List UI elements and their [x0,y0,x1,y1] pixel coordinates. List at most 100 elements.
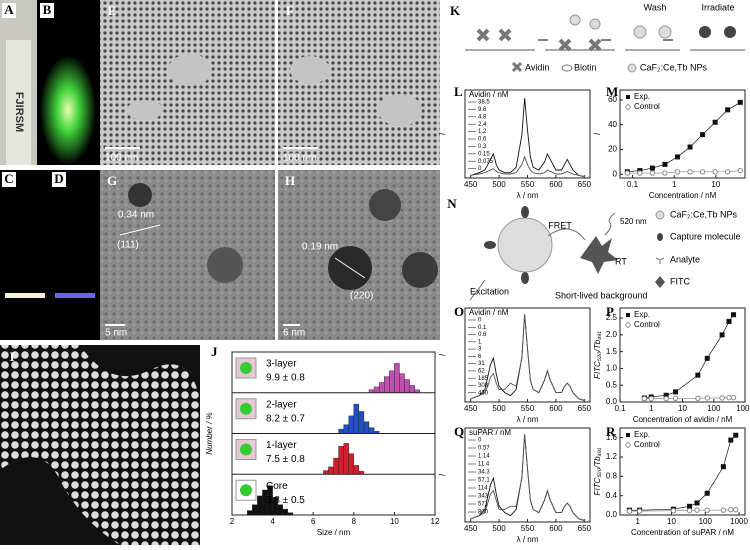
legend-text: CaF₂:Ce,Tb NPs [640,62,708,72]
point [636,508,643,514]
hist-bar [368,427,375,434]
capture [521,206,529,218]
legend-text: 0.075 [478,159,494,165]
y-axis-label: I [438,473,447,476]
x-axis-label: λ / nm [517,415,539,424]
x-tick-label: 4 [270,517,275,526]
legend-icon [657,233,663,241]
glow [40,55,96,165]
legend-text: 0.3 [478,144,487,150]
point [674,169,681,175]
schematic [465,39,745,51]
row-size: 7.5 ± 0.8 [266,454,305,465]
hist-bar [399,373,405,393]
icon [240,402,252,415]
legend-text: Control [634,320,660,329]
x-axis-label: Concentration / nM [649,191,717,200]
y-tick-label: 2.5 [606,313,618,322]
legend-marker [625,104,631,110]
panel-label: I [9,349,14,364]
panel-label: H [285,173,295,188]
panel-label: L [454,84,463,99]
fret-label: FRET [548,220,572,230]
point [649,165,655,171]
row-name: 2-layer [266,399,297,410]
particle [207,247,243,283]
hist-bar [348,453,355,475]
panel-label: A [4,2,14,17]
point [704,355,710,361]
series-line [470,97,585,178]
cuvette [6,40,31,165]
hist-bar [338,428,344,434]
y-tick-label: 1.0 [606,364,618,373]
blob [127,100,163,120]
legend-text: 343 [478,494,489,500]
x-tick-label: 1000 [736,404,750,413]
arrow [547,228,586,241]
legend-text: 0 [478,166,482,172]
legend-text: 800 [478,510,489,516]
y-tick-label: 0.0 [606,510,618,519]
row-name: Core [266,481,288,492]
legend-text: 2.4 [478,122,487,128]
photo-text: FJIRSM [13,92,25,132]
y-tick-label: 1.2 [606,452,618,461]
legend-title: suPAR / nM [469,428,511,437]
point [695,395,701,402]
panel-label: C [4,171,13,186]
photo [0,170,50,340]
hist-bar [373,386,380,393]
x-tick-label: 650 [578,524,592,533]
series-line [470,155,585,178]
point [694,500,700,506]
panel-label: O [454,304,464,319]
point [726,318,732,324]
lattice-plane: (220) [350,291,373,302]
legend-text: 1 [478,339,482,345]
x-tick-label: 1000 [730,517,748,526]
y-tick-label: 0.4 [606,491,618,500]
legend-text: 571 [478,502,489,508]
point [725,107,731,113]
icon [240,443,252,456]
label-box [52,172,66,187]
x-tick-label: 0.1 [627,180,639,189]
x-tick-label: 10 [711,180,720,189]
particle [369,189,401,221]
legend-text: 0 [478,318,482,324]
plot-frame [619,427,746,516]
y-tick-label: 0 [613,169,618,178]
glow-strip [55,293,95,298]
legend-text: 308 [478,383,489,389]
point [662,170,668,176]
legend-icon [655,210,665,220]
hist-bar [282,508,289,516]
legend-marker [625,442,631,448]
legend-text: 114 [478,486,488,492]
legend-text: 0.6 [478,137,487,143]
hist-bar [358,411,365,434]
series-line [470,314,585,401]
y-tick-label: 1.5 [606,347,618,356]
legend-text: 430 [478,390,489,396]
legend-text: Analyte [670,254,700,264]
legend-text: Control [634,102,660,111]
x-tick-label: 10 [390,517,399,526]
legend-marker [626,433,630,437]
measure-line [334,257,366,279]
hist-bar [333,457,339,475]
legend-text: 6 [478,354,482,360]
label-box [40,3,54,18]
hist-bar [389,370,395,393]
point [704,490,710,496]
legend-marker [626,95,630,99]
legend-text: 38.5 [478,100,490,106]
x-axis-label: Concentration of suPAR / nM [631,528,734,537]
legend-icon [561,64,573,72]
panel-label: E [108,3,117,18]
label-box [2,3,16,18]
capture [484,241,496,249]
step-label: Irradiate [701,2,734,12]
